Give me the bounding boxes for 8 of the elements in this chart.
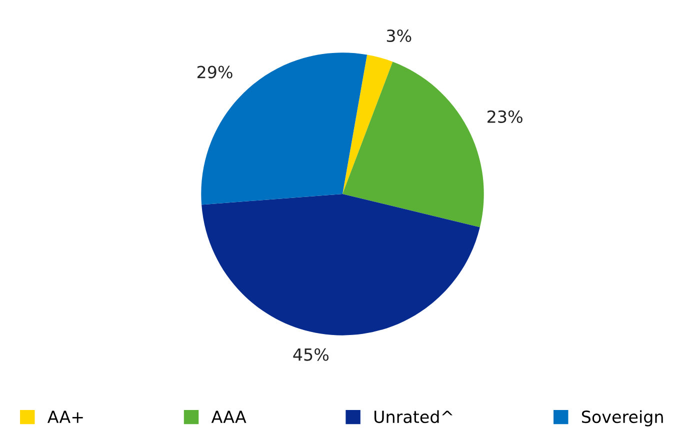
data-label: 23% bbox=[488, 110, 522, 123]
legend-label: Sovereign bbox=[582, 410, 663, 426]
legend-label: AA+ bbox=[48, 410, 83, 423]
data-label: 3% bbox=[386, 29, 412, 42]
data-label: 29% bbox=[197, 66, 232, 78]
legend-label: AAA bbox=[211, 410, 246, 423]
legend-label: Unrated^ bbox=[374, 410, 452, 424]
data-label: 45% bbox=[293, 348, 329, 361]
